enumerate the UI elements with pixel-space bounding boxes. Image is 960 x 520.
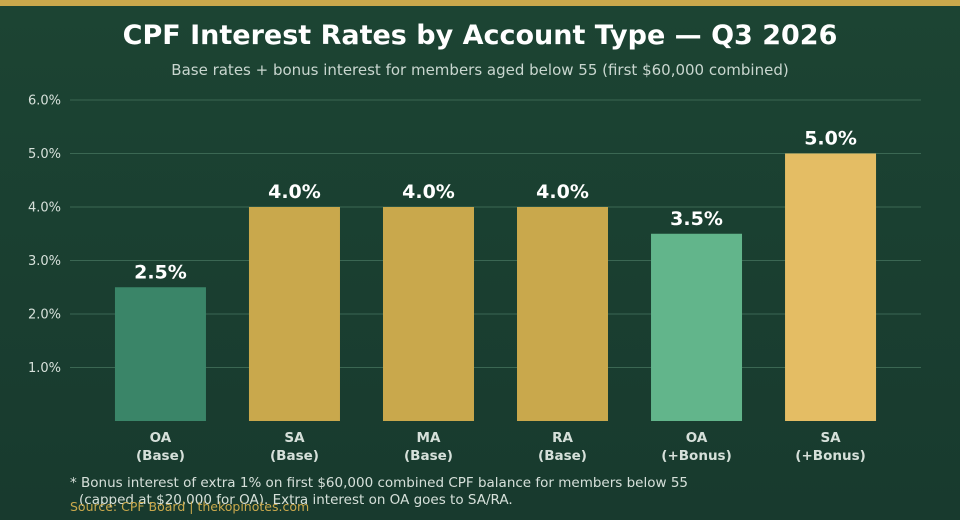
bar-value-label: 3.5%	[670, 208, 723, 230]
chart-subtitle: Base rates + bonus interest for members …	[171, 61, 789, 79]
x-category-label: (Base)	[538, 448, 587, 464]
x-category-label: OA	[686, 430, 708, 446]
footnote-line-1: * Bonus interest of extra 1% on first $6…	[70, 475, 689, 491]
top-accent-bar	[0, 0, 960, 6]
x-category-label: (+Bonus)	[661, 448, 731, 464]
x-category-label: OA	[150, 430, 172, 446]
chart-title: CPF Interest Rates by Account Type — Q3 …	[122, 20, 838, 51]
bar-value-label: 5.0%	[804, 128, 857, 150]
x-category-label: (Base)	[404, 448, 453, 464]
bar	[114, 287, 206, 421]
y-tick-label: 3.0%	[28, 254, 61, 269]
x-category-label: (+Bonus)	[795, 448, 865, 464]
y-tick-label: 6.0%	[28, 94, 61, 109]
bar	[785, 153, 877, 421]
y-tick-label: 5.0%	[28, 147, 61, 162]
footnote-line-2: (capped at $20,000 for OA). Extra intere…	[79, 492, 513, 508]
bar-value-label: 4.0%	[536, 181, 589, 203]
bar-value-label: 4.0%	[268, 181, 321, 203]
y-tick-label: 1.0%	[28, 361, 61, 376]
bar	[517, 207, 609, 421]
bar	[248, 207, 340, 421]
x-category-label: MA	[417, 430, 441, 446]
source-credit: Source: CPF Board | thekopinotes.com	[70, 499, 310, 514]
y-tick-label: 4.0%	[28, 201, 61, 216]
x-category-label: (Base)	[270, 448, 319, 464]
bar-value-label: 4.0%	[402, 181, 455, 203]
x-category-label: SA	[284, 430, 305, 446]
bar	[382, 207, 474, 421]
y-tick-label: 2.0%	[28, 308, 61, 323]
bar	[651, 233, 743, 421]
x-category-label: (Base)	[136, 448, 185, 464]
footnote: * Bonus interest of extra 1% on first $6…	[70, 475, 770, 509]
x-category-label: RA	[552, 430, 573, 446]
bar-value-label: 2.5%	[134, 261, 187, 283]
x-category-label: SA	[820, 430, 841, 446]
